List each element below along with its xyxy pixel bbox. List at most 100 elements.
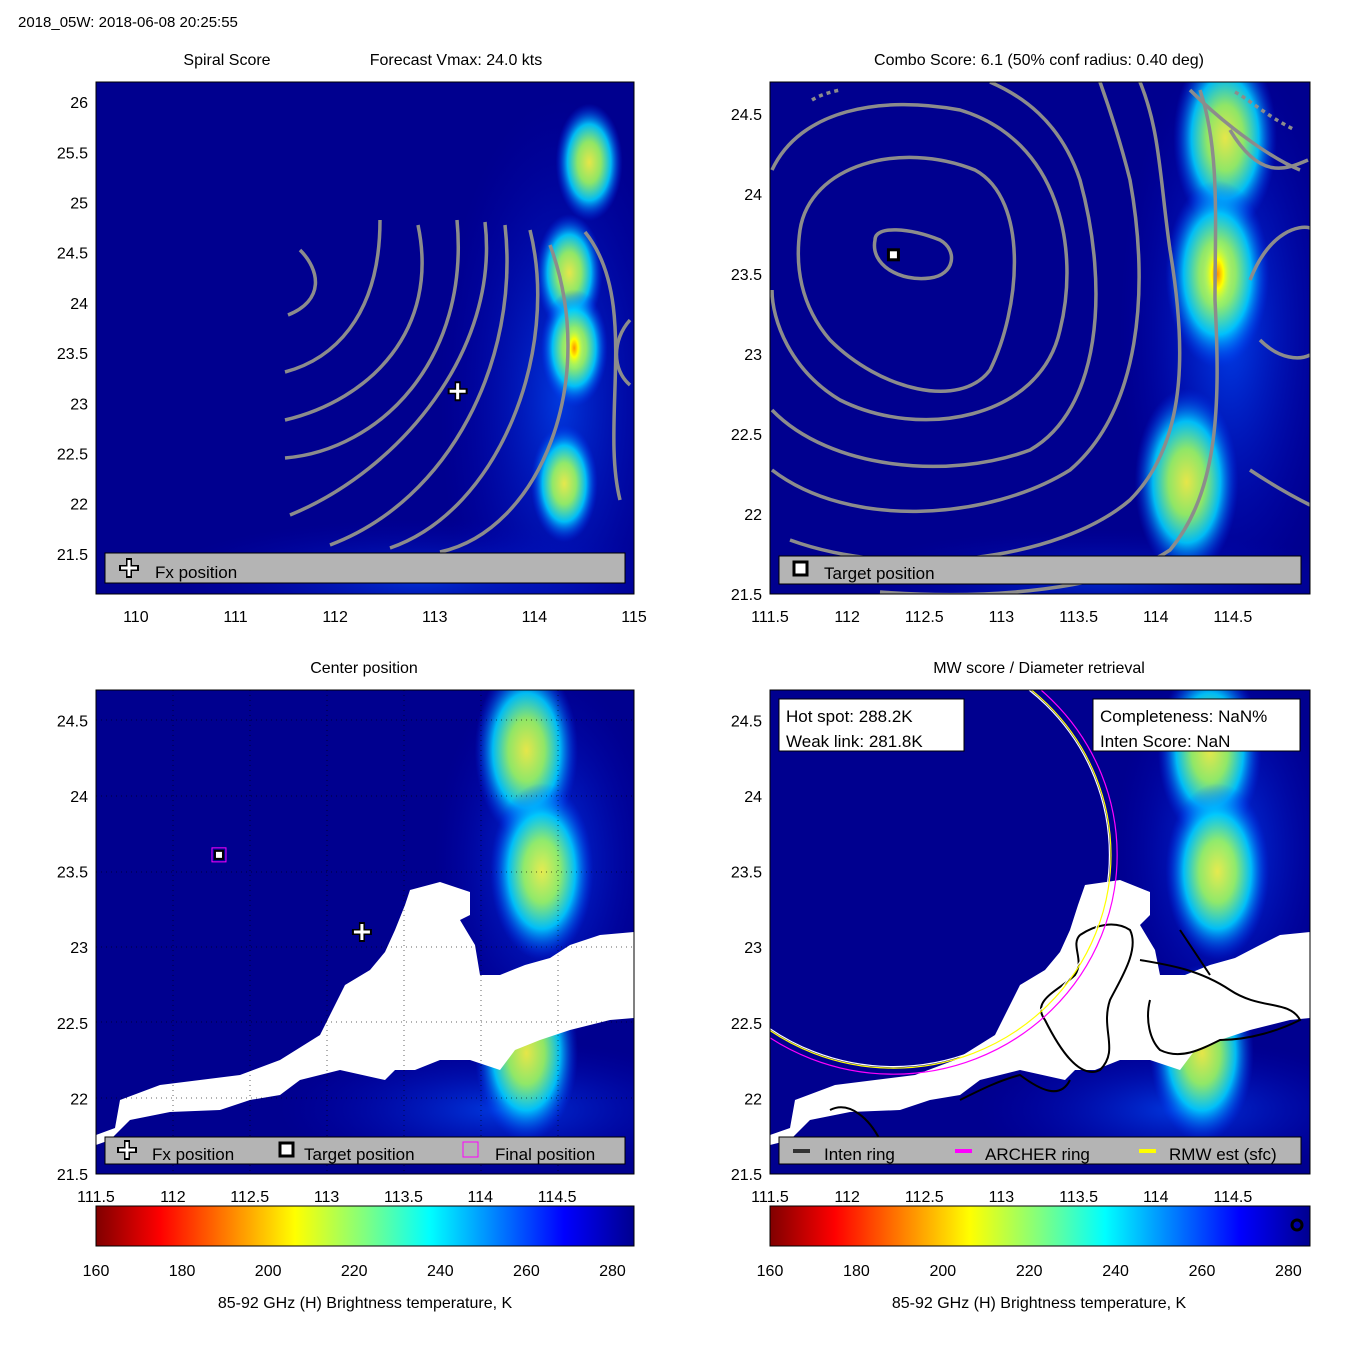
y-tick-label: 23 [70,396,88,413]
y-tick-labels: 21.5 22 22.5 23 23.5 24 24.5 [731,107,762,604]
legend-box: Fx position Target position Final positi… [104,1136,626,1165]
y-tick-label: 21.5 [731,1167,762,1184]
x-tick-label: 114.5 [1213,1189,1252,1206]
x-tick-label: 112 [834,1189,860,1206]
x-tick-label: 111.5 [751,609,789,626]
grid-lines [96,690,634,1174]
plot-frame [95,689,635,1175]
x-tick-label: 114 [468,1189,494,1206]
x-tick-label: 113.5 [1059,1189,1098,1206]
x-tick-label: 114 [1143,1189,1169,1206]
target-position-marker [213,849,224,860]
legend-label: Final position [495,1145,595,1164]
colorbar-gradient [95,1205,635,1247]
colorbar-tick-label: 260 [513,1263,540,1280]
plus-icon [119,558,139,578]
archer-ring [770,690,1118,1075]
legend-box: Fx position [104,552,626,584]
colorbar-right: 160 180 200 220 240 260 280 85-92 GHz (H) Brig… [757,1205,1311,1312]
inten-score-text: Inten Score: NaN [1100,732,1230,751]
y-tick-label: 23 [744,347,762,364]
x-tick-label: 114 [522,609,548,626]
colorbar-tick-label: 240 [1102,1263,1129,1280]
plus-icon-inner [449,383,466,400]
colorbar-tick-label: 160 [757,1263,784,1280]
colorbar-ticks: 160 180 200 220 240 260 280 [757,1263,1302,1280]
square-marker-icon [278,1141,295,1158]
x-tick-label: 111 [223,609,247,626]
y-tick-label: 23.5 [731,267,762,284]
colorbar-tick-label: 280 [1275,1263,1302,1280]
x-tick-label: 112.5 [905,609,944,626]
position-markers [211,847,372,942]
x-tick-labels: 111.5 112 112.5 113 113.5 114 114.5 [77,1189,577,1206]
x-tick-label: 112 [834,609,860,626]
x-tick-label: 114.5 [538,1189,577,1206]
y-tick-label: 24 [744,789,762,806]
info-box-right: Completeness: NaN% Inten Score: NaN [1092,698,1301,752]
y-tick-label: 22.5 [57,446,88,463]
y-tick-labels: 21.5 22 22.5 23 23.5 24 24.5 [731,713,762,1184]
y-tick-label: 22 [70,1091,88,1108]
figure-title: 2018_05W: 2018-06-08 20:25:55 [18,14,238,31]
hot-spot [555,103,623,222]
completeness-text: Completeness: NaN% [1100,707,1267,726]
hot-spot-text: Hot spot: 288.2K [786,707,913,726]
x-tick-label: 113 [989,609,1015,626]
y-tick-label: 24.5 [731,713,762,730]
hot-spot-core [1202,238,1233,310]
y-tick-label: 23.5 [57,346,88,363]
x-tick-labels: 110 111 112 113 114 115 [123,609,647,626]
colorbar-tick-label: 260 [1189,1263,1216,1280]
colorbar-label: 85-92 GHz (H) Brightness temperature, K [892,1295,1187,1312]
y-tick-label: 23.5 [57,865,88,882]
panel-title-right: Forecast Vmax: 24.0 kts [370,52,543,69]
legend-label: Fx position [155,563,237,582]
x-tick-label: 110 [123,609,149,626]
info-box-left: Hot spot: 288.2K Weak link: 281.8K [778,698,965,752]
fx-position-marker [447,381,468,402]
legend-label: Target position [304,1145,415,1164]
legend-label: Inten ring [824,1145,895,1164]
y-tick-label: 24.5 [731,107,762,124]
x-tick-label: 111.5 [751,1189,789,1206]
panel-title-left: Spiral Score [183,52,270,69]
inten-ring [770,690,1110,1068]
y-tick-label: 23 [744,940,762,957]
ring-group [770,690,1118,1075]
hot-spot [1134,388,1239,576]
x-tick-label: 111.5 [77,1189,115,1206]
colorbar-tick-label: 180 [169,1263,196,1280]
panel-title: Center position [310,660,418,677]
x-tick-labels: 111.5 112 112.5 113 113.5 114 114.5 [751,609,1252,626]
panel-spiral-score: Spiral Score Forecast Vmax: 24.0 kts [57,52,647,626]
panel-title: MW score / Diameter retrieval [933,660,1145,677]
weak-link-text: Weak link: 281.8K [786,732,923,751]
panel-center-position: Center position Fx position [57,660,635,1206]
magenta-square-icon [462,1141,479,1158]
y-tick-label: 24.5 [57,713,88,730]
panel-mw-score: MW score / Diameter retrieval Hot spot: … [731,660,1311,1206]
y-tick-label: 21.5 [57,1167,88,1184]
y-tick-label: 23.5 [731,865,762,882]
x-tick-label: 113 [422,609,448,626]
y-tick-label: 24 [70,789,88,806]
colorbar-gradient [769,1205,1311,1247]
inten-ring-contour [829,923,1302,1141]
target-position-marker [886,248,900,262]
plus-icon [117,1140,137,1160]
legend-box: Target position [778,555,1302,585]
final-position-marker [211,847,227,863]
colorbar-ticks: 160 180 200 220 240 260 280 [83,1263,626,1280]
x-tick-label: 114 [1143,609,1169,626]
colorbar-tick-label: 160 [83,1263,110,1280]
y-tick-label: 24.5 [57,246,88,263]
panel-combo-score: Combo Score: 6.1 (50% conf radius: 0.40 … [731,52,1311,626]
colorbar-tick-label: 240 [427,1263,454,1280]
y-tick-label: 22 [744,1091,762,1108]
x-tick-label: 113.5 [384,1189,423,1206]
colorbar-tick-label: 200 [255,1263,282,1280]
rmw-ring [770,690,1112,1069]
panel-title: Combo Score: 6.1 (50% conf radius: 0.40 … [874,52,1204,69]
